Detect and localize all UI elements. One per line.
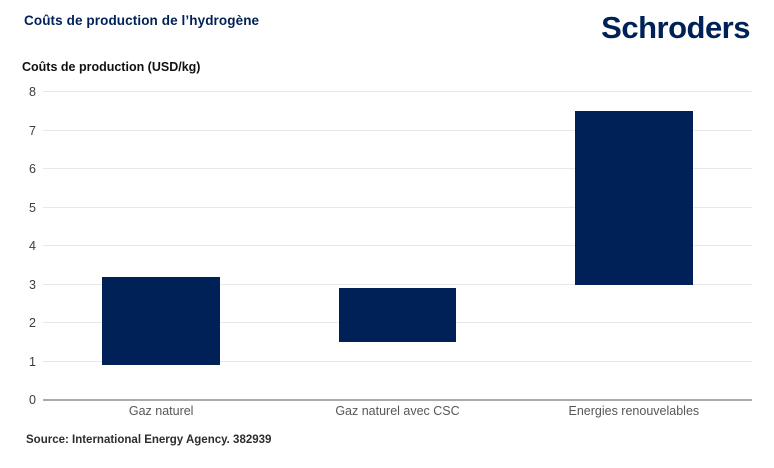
gridline-6 xyxy=(43,168,752,169)
gridline-3 xyxy=(43,283,752,285)
plot-area xyxy=(43,91,752,401)
y-axis-title: Coûts de production (USD/kg) xyxy=(22,60,201,74)
bar-energies-renouvelables xyxy=(574,111,693,285)
y-tick-8: 8 xyxy=(29,85,36,99)
y-tick-5: 5 xyxy=(29,200,36,215)
y-tick-0: 0 xyxy=(29,393,36,407)
y-axis-tick-labels: 0 1 2 3 4 5 6 7 8 xyxy=(0,85,36,407)
y-tick-4: 4 xyxy=(29,239,36,253)
x-label-gaz-naturel: Gaz naturel xyxy=(128,404,194,418)
schroders-logo: Schroders xyxy=(601,10,750,45)
x-label-energies-renouvelables: Energies renouvelables xyxy=(568,404,700,418)
bar-gaz-naturel-avec-csc xyxy=(338,288,457,343)
gridline-5 xyxy=(43,206,752,208)
gridline-7 xyxy=(43,129,752,131)
y-tick-6: 6 xyxy=(29,162,36,176)
x-axis-baseline xyxy=(43,399,752,401)
source-note: Source: International Energy Agency. 382… xyxy=(26,434,272,446)
y-tick-2: 2 xyxy=(29,316,36,330)
y-tick-1: 1 xyxy=(29,354,36,369)
gridline-8 xyxy=(43,91,752,92)
gridline-4 xyxy=(43,245,752,246)
x-label-gaz-naturel-avec-csc: Gaz naturel avec CSC xyxy=(335,404,460,418)
y-tick-3: 3 xyxy=(29,277,36,292)
x-axis-category-labels: Gaz naturel Gaz naturel avec CSC Energies … xyxy=(43,404,752,418)
gridline-1 xyxy=(43,360,752,362)
y-tick-7: 7 xyxy=(29,123,36,138)
chart-title: Coûts de production de l’hydrogène xyxy=(24,13,260,28)
bar-gaz-naturel xyxy=(102,276,221,366)
